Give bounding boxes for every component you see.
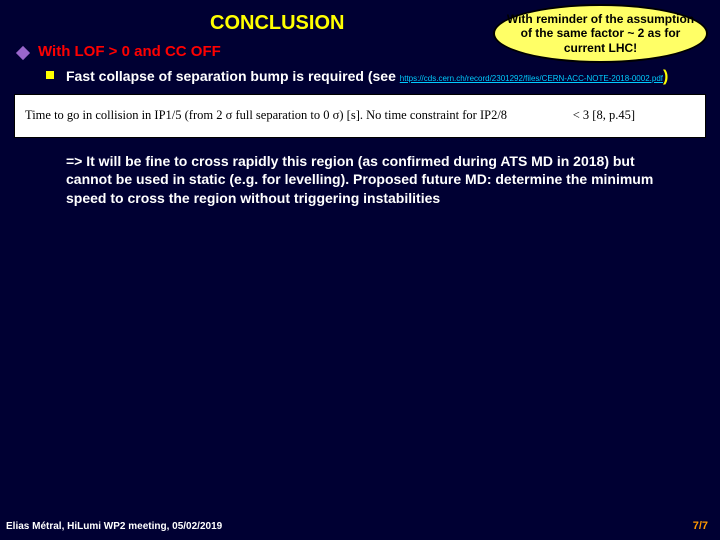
diamond-icon [16, 46, 30, 60]
constraint-label: Time to go in collision in IP1/5 (from 2… [25, 108, 507, 123]
sub1-text: With LOF > 0 and CC OFF [38, 43, 221, 60]
bullet-level2: Fast collapse of separation bump is requ… [0, 66, 720, 88]
constraint-value: < 3 [8, p.45] [573, 108, 695, 123]
page-number: 7/7 [693, 520, 708, 532]
reminder-callout: With reminder of the assumption of the s… [493, 4, 708, 63]
page-title: CONCLUSION [210, 6, 344, 35]
sub2-main: Fast collapse of separation bump is requ… [66, 68, 400, 84]
constraint-table: Time to go in collision in IP1/5 (from 2… [14, 94, 706, 138]
cds-link[interactable]: https://cds.cern.ch/record/2301292/files… [400, 74, 663, 83]
conclusion-paragraph: => It will be fine to cross rapidly this… [0, 138, 720, 209]
square-icon [46, 71, 54, 79]
sub2-text: Fast collapse of separation bump is requ… [66, 66, 668, 88]
footer-author: Elias Métral, HiLumi WP2 meeting, 05/02/… [6, 521, 222, 532]
close-paren: ) [663, 68, 668, 85]
